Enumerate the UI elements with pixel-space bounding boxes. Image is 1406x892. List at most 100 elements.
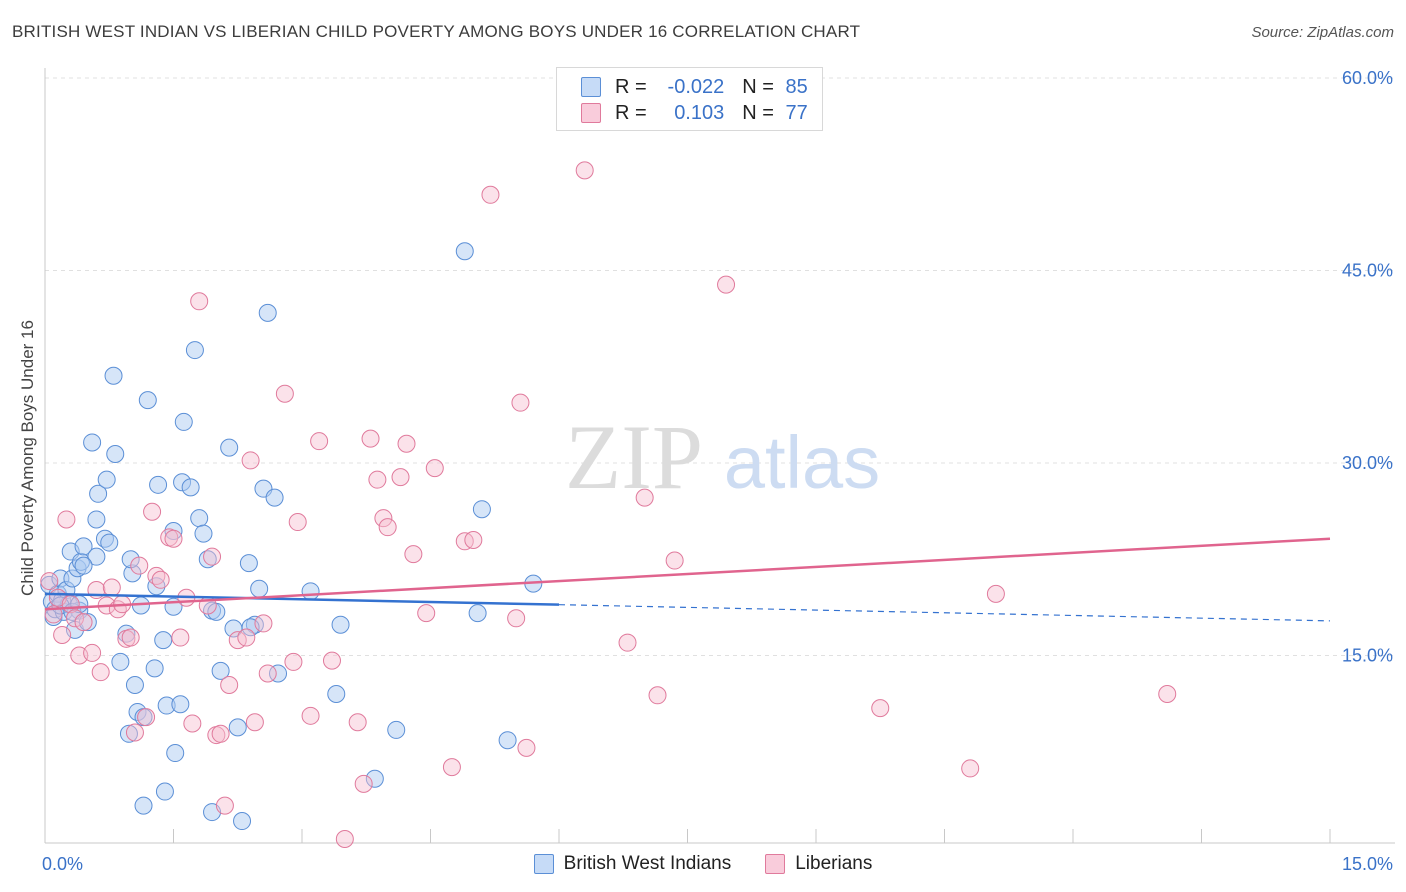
point-british-west-indians xyxy=(181,478,200,497)
legend-r-label: R = xyxy=(615,75,653,98)
point-liberians xyxy=(1158,685,1177,703)
point-liberians xyxy=(215,796,234,815)
point-british-west-indians xyxy=(498,731,517,750)
y-tick-label: 15.0% xyxy=(1342,646,1393,666)
point-liberians xyxy=(618,633,637,652)
point-liberians xyxy=(368,470,387,489)
point-liberians xyxy=(481,185,500,204)
point-british-west-indians xyxy=(89,484,108,503)
point-british-west-indians xyxy=(250,579,269,598)
point-liberians xyxy=(575,161,594,180)
point-british-west-indians xyxy=(83,433,102,452)
legend-n-value: 85 xyxy=(785,75,808,98)
point-british-west-indians xyxy=(171,695,190,714)
point-liberians xyxy=(348,713,367,732)
legend-swatch-pink xyxy=(581,103,601,123)
axes xyxy=(44,68,1395,844)
point-liberians xyxy=(378,518,397,537)
point-british-west-indians xyxy=(174,412,193,431)
point-liberians xyxy=(91,663,110,682)
trend-line-british-west-indians xyxy=(44,592,560,606)
point-british-west-indians xyxy=(111,652,130,671)
y-tick-label: 60.0% xyxy=(1342,68,1393,88)
tick-labels: 15.0% 30.0% 45.0% 60.0% 0.0% 15.0% xyxy=(42,68,1393,874)
point-liberians xyxy=(143,502,162,521)
chart-title: BRITISH WEST INDIAN VS LIBERIAN CHILD PO… xyxy=(12,22,861,41)
point-liberians xyxy=(190,292,209,311)
y-tick-label: 30.0% xyxy=(1342,453,1393,473)
legend-r-value: -0.022 xyxy=(667,75,725,98)
point-liberians xyxy=(171,628,190,647)
point-liberians xyxy=(237,628,256,647)
point-liberians xyxy=(164,529,183,548)
point-liberians xyxy=(397,434,416,453)
source-label: Source: ZipAtlas.com xyxy=(1251,24,1394,41)
point-liberians xyxy=(183,714,202,733)
point-liberians xyxy=(288,513,307,532)
point-liberians xyxy=(151,570,170,589)
point-british-west-indians xyxy=(258,303,277,322)
point-liberians xyxy=(442,758,461,777)
point-british-west-indians xyxy=(104,366,123,385)
point-liberians xyxy=(507,609,526,628)
legend-n-label: N = xyxy=(742,101,780,124)
point-british-west-indians xyxy=(145,659,164,678)
point-british-west-indians xyxy=(166,744,185,763)
series-liberians xyxy=(40,161,1177,849)
point-liberians xyxy=(322,651,341,670)
y-tick-label: 45.0% xyxy=(1342,261,1393,281)
legend-n-value: 77 xyxy=(785,101,808,124)
trend-line-british-west-indians-extension xyxy=(558,604,1331,622)
point-british-west-indians xyxy=(472,500,491,519)
point-liberians xyxy=(417,604,436,623)
point-british-west-indians xyxy=(100,533,119,552)
point-liberians xyxy=(130,556,149,575)
point-british-west-indians xyxy=(106,445,125,464)
watermark-atlas: atlas xyxy=(724,421,880,504)
point-liberians xyxy=(511,393,530,412)
point-british-west-indians xyxy=(190,509,209,528)
point-liberians xyxy=(404,545,423,564)
stats-legend: R = -0.022 N = 85 R = 0.103 N = 77 xyxy=(556,67,823,131)
point-liberians xyxy=(258,664,277,683)
point-liberians xyxy=(665,551,684,570)
point-british-west-indians xyxy=(138,391,157,410)
point-liberians xyxy=(275,384,294,403)
point-british-west-indians xyxy=(125,676,144,695)
legend-item-british-west-indians: British West Indians xyxy=(533,852,732,876)
point-liberians xyxy=(53,625,72,644)
watermark-zip: ZIP xyxy=(565,406,703,508)
point-liberians xyxy=(717,275,736,294)
point-liberians xyxy=(301,706,320,725)
point-british-west-indians xyxy=(269,664,288,683)
point-liberians xyxy=(203,547,222,566)
point-british-west-indians xyxy=(87,547,106,566)
point-liberians xyxy=(83,643,102,662)
point-british-west-indians xyxy=(134,796,153,815)
point-liberians xyxy=(391,468,410,487)
y-axis-label: Child Poverty Among Boys Under 16 xyxy=(18,320,37,596)
legend-swatch-blue xyxy=(581,77,601,97)
point-liberians xyxy=(125,723,144,742)
watermark: ZIP atlas xyxy=(565,406,880,508)
point-liberians xyxy=(517,738,536,757)
point-liberians xyxy=(354,774,373,793)
point-british-west-indians xyxy=(87,510,106,529)
point-liberians xyxy=(648,686,667,705)
point-liberians xyxy=(220,676,239,695)
legend-label: British West Indians xyxy=(563,853,732,874)
point-british-west-indians xyxy=(74,556,93,575)
trend-lines xyxy=(44,537,1331,622)
point-british-west-indians xyxy=(301,582,320,601)
point-british-west-indians xyxy=(239,554,258,573)
point-british-west-indians xyxy=(194,524,213,543)
point-british-west-indians xyxy=(331,615,350,634)
point-british-west-indians xyxy=(220,438,239,457)
legend-row-liberians: R = 0.103 N = 77 xyxy=(581,101,808,125)
point-liberians xyxy=(310,432,329,451)
point-liberians xyxy=(871,699,890,718)
point-liberians xyxy=(986,584,1005,603)
point-liberians xyxy=(335,830,354,849)
legend-r-value: 0.103 xyxy=(674,101,725,124)
